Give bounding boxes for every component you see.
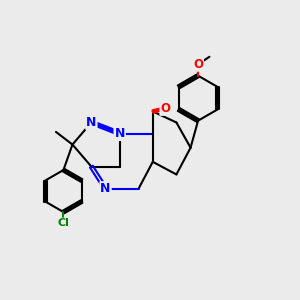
- Text: N: N: [100, 182, 111, 195]
- Text: N: N: [86, 116, 97, 129]
- Text: N: N: [115, 127, 125, 140]
- Text: Cl: Cl: [58, 218, 69, 228]
- Text: O: O: [160, 102, 170, 115]
- Text: O: O: [193, 58, 203, 71]
